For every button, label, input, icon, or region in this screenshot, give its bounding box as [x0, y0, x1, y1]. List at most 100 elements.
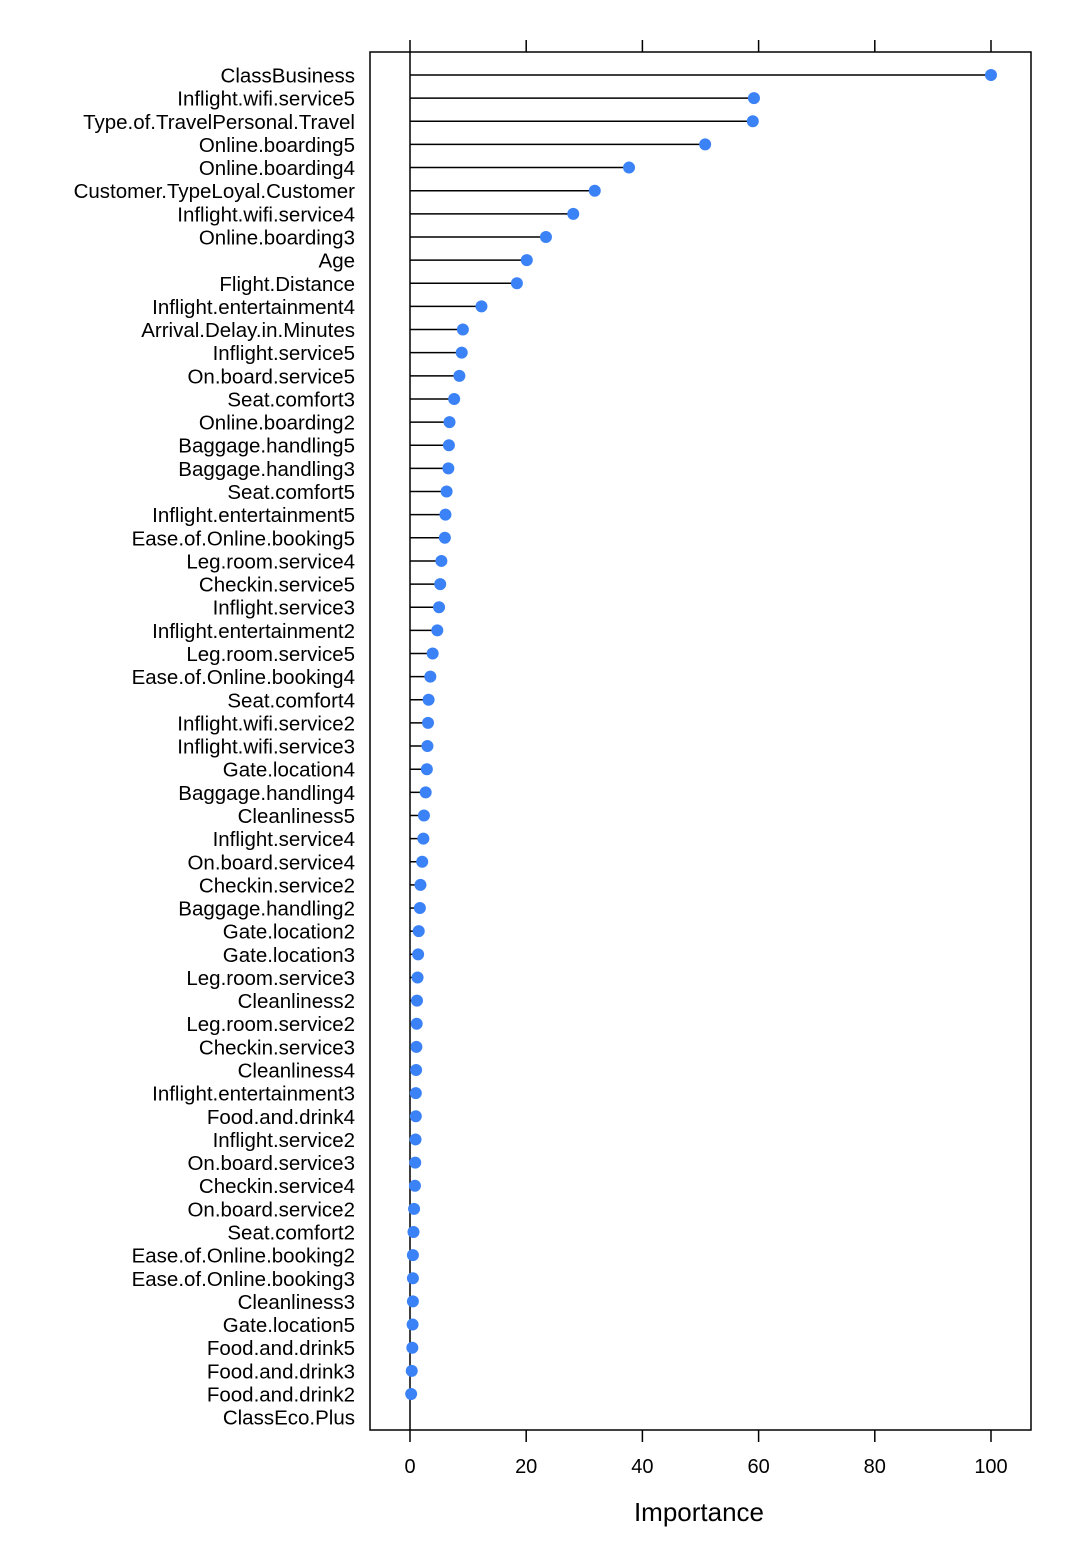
importance-point	[405, 1364, 418, 1377]
importance-point	[406, 1272, 419, 1285]
x-tick-label-100: 100	[974, 1456, 1007, 1478]
importance-point	[431, 624, 444, 637]
importance-point	[520, 254, 533, 267]
y-category-label: Ease.of.Online.booking3	[132, 1268, 355, 1291]
importance-point	[985, 69, 997, 81]
y-category-label: Inflight.entertainment3	[152, 1083, 355, 1106]
importance-point	[567, 207, 580, 220]
importance-point	[414, 878, 427, 891]
importance-point	[433, 601, 446, 614]
x-tick-label-40: 40	[631, 1456, 653, 1478]
importance-point	[623, 161, 636, 174]
importance-point	[406, 1318, 419, 1331]
importance-point	[435, 554, 448, 567]
y-category-label: Customer.TypeLoyal.Customer	[74, 180, 356, 203]
importance-point	[409, 1110, 422, 1123]
y-category-label: Seat.comfort3	[227, 388, 355, 411]
y-category-label: Cleanliness4	[238, 1060, 355, 1083]
importance-point	[406, 1341, 419, 1354]
importance-point	[420, 763, 433, 776]
y-category-label: Ease.of.Online.booking4	[132, 666, 355, 689]
importance-point	[419, 786, 432, 799]
importance-point	[410, 1064, 423, 1077]
importance-point	[434, 578, 447, 591]
x-tick-label-0: 0	[404, 1456, 415, 1478]
importance-point	[699, 138, 712, 151]
y-category-label: Inflight.wifi.service2	[177, 712, 355, 735]
y-category-label: Baggage.handling3	[178, 458, 355, 481]
y-category-label: Checkin.service5	[199, 574, 355, 597]
y-category-label: Inflight.wifi.service5	[177, 88, 355, 111]
x-tick-label-80: 80	[864, 1456, 886, 1478]
importance-point	[406, 1249, 419, 1262]
importance-point	[424, 670, 437, 683]
importance-point	[439, 508, 452, 521]
y-category-label: Gate.location4	[223, 759, 355, 782]
y-category-label: Gate.location2	[223, 921, 355, 944]
importance-point	[747, 92, 760, 105]
y-category-label: Flight.Distance	[219, 273, 355, 296]
y-category-label: Leg.room.service2	[186, 1013, 355, 1036]
y-category-label: Leg.room.service4	[186, 550, 355, 573]
importance-point	[442, 439, 455, 452]
y-category-label: On.board.service4	[187, 851, 355, 874]
importance-point	[409, 1087, 422, 1100]
importance-point	[409, 1133, 422, 1146]
importance-point	[588, 184, 601, 197]
importance-point	[442, 462, 455, 475]
y-category-label: On.board.service2	[187, 1198, 355, 1221]
y-category-label: Leg.room.service3	[186, 967, 355, 990]
importance-point	[409, 1156, 422, 1169]
importance-point	[412, 925, 425, 938]
y-category-label: Cleanliness5	[238, 805, 355, 828]
importance-point	[539, 230, 552, 243]
y-category-label: Inflight.wifi.service3	[177, 736, 355, 759]
y-category-label: Online.boarding2	[199, 412, 355, 435]
y-category-label: Inflight.wifi.service4	[177, 203, 355, 226]
y-category-label: ClassEco.Plus	[223, 1407, 355, 1430]
y-category-label: Leg.room.service5	[186, 643, 355, 666]
y-category-label: Online.boarding3	[199, 226, 355, 249]
y-category-label: Inflight.entertainment2	[152, 620, 355, 643]
y-category-label: Arrival.Delay.in.Minutes	[141, 319, 355, 342]
y-category-label: Online.boarding4	[199, 157, 355, 180]
y-category-label: Age	[319, 250, 355, 273]
importance-point	[410, 1017, 423, 1030]
importance-point	[410, 994, 423, 1007]
y-category-label: Checkin.service2	[199, 874, 355, 897]
importance-point	[413, 902, 426, 915]
y-category-label: ClassBusiness	[221, 65, 355, 88]
y-category-label: Ease.of.Online.booking2	[132, 1245, 355, 1268]
plot-frame	[369, 51, 1032, 1431]
y-category-label: Baggage.handling4	[178, 782, 355, 805]
importance-point	[407, 1226, 420, 1238]
importance-point	[475, 300, 488, 313]
y-category-label: Type.of.TravelPersonal.Travel	[83, 111, 355, 134]
y-category-label: Checkin.service3	[199, 1036, 355, 1059]
y-category-label: On.board.service3	[187, 1152, 355, 1175]
importance-point	[421, 740, 434, 753]
y-category-label: Cleanliness2	[238, 990, 355, 1013]
y-category-label: Food.and.drink3	[207, 1360, 355, 1383]
importance-point	[410, 1040, 423, 1053]
y-category-label: Inflight.service5	[213, 342, 355, 365]
y-category-label: Inflight.service2	[213, 1129, 355, 1152]
importance-point	[416, 855, 429, 868]
importance-point	[422, 693, 435, 706]
importance-point	[746, 115, 759, 128]
x-tick-label-20: 20	[515, 1456, 537, 1478]
y-category-label: Food.and.drink5	[207, 1337, 355, 1360]
y-category-label: Baggage.handling2	[178, 898, 355, 921]
x-axis-title: Importance	[634, 1497, 764, 1527]
y-category-label: Ease.of.Online.booking5	[132, 527, 355, 550]
importance-point	[510, 277, 523, 290]
y-category-label: Cleanliness3	[238, 1291, 355, 1314]
importance-point	[405, 1387, 418, 1400]
y-category-label: Inflight.entertainment4	[152, 296, 355, 319]
importance-point	[422, 716, 435, 729]
importance-point	[453, 369, 466, 382]
x-tick-label-60: 60	[747, 1456, 769, 1478]
y-category-label: Online.boarding5	[199, 134, 355, 157]
